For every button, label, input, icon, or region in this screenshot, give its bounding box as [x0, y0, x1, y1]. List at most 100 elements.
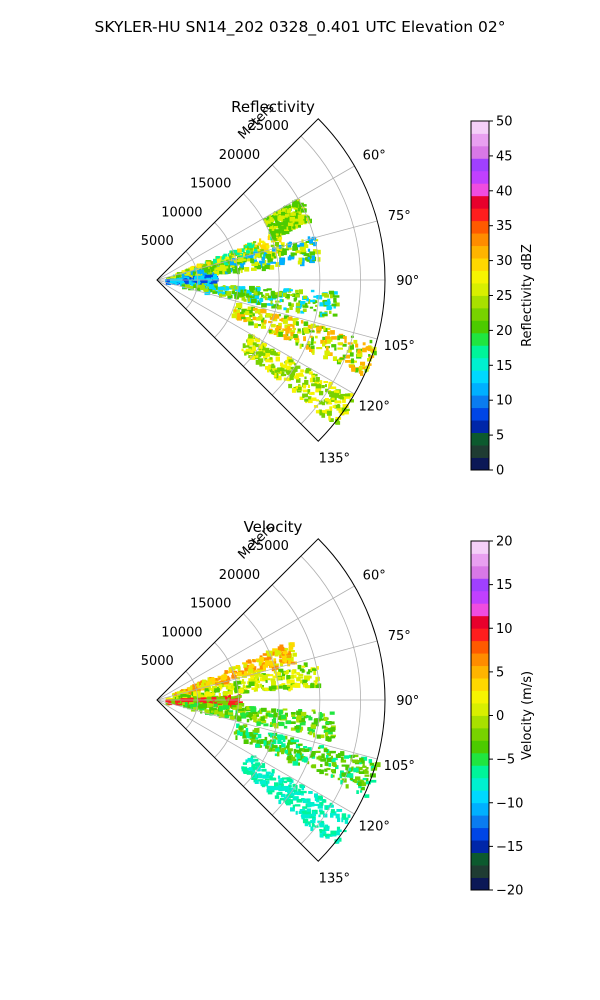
echo-gate — [292, 669, 297, 674]
echo-gate — [240, 733, 244, 736]
echo-gate — [313, 680, 318, 683]
echo-gate — [250, 258, 255, 264]
echo-gate — [323, 725, 327, 729]
echo-gate — [252, 714, 258, 720]
echo-gate — [320, 758, 327, 762]
echo-gate — [204, 709, 208, 714]
echo-gate — [279, 257, 286, 263]
echo-gate — [330, 830, 337, 835]
echo-gate — [327, 402, 333, 405]
echo-gate — [262, 653, 267, 656]
echo-gate — [249, 706, 255, 709]
echo-gate — [220, 678, 225, 681]
echo-gate — [285, 359, 289, 364]
echo-gate — [225, 286, 230, 291]
echo-gate — [273, 256, 276, 259]
echo-gate — [281, 229, 286, 232]
echo-gate — [302, 679, 308, 682]
echo-gate — [211, 685, 218, 689]
echo-gate — [292, 388, 297, 393]
echo-gate — [328, 391, 334, 395]
echo-gate — [265, 713, 268, 717]
echo-gate — [178, 274, 181, 278]
echo-gate — [278, 223, 282, 229]
echo-gate — [316, 797, 320, 803]
echo-gate — [203, 685, 208, 690]
echo-gate — [212, 291, 218, 294]
echo-gate — [256, 739, 260, 745]
echo-gate — [295, 744, 301, 749]
echo-gate — [261, 266, 266, 272]
echo-gate — [214, 711, 219, 715]
echo-gate — [326, 754, 329, 759]
echo-gate — [266, 288, 272, 291]
colorbar-segment — [471, 270, 489, 284]
echo-gate — [294, 224, 298, 229]
echo-gate — [294, 363, 297, 366]
echo-gate — [341, 764, 348, 767]
echo-gate — [251, 259, 257, 264]
echo-gate — [313, 242, 317, 247]
echo-gate — [288, 336, 293, 340]
echo-gate — [235, 735, 238, 740]
echo-gate — [245, 759, 249, 762]
echo-gate — [301, 665, 306, 668]
echo-gate — [271, 748, 278, 752]
echo-gate — [246, 771, 253, 775]
echo-gate — [309, 306, 314, 309]
echo-gate — [266, 789, 269, 793]
echo-gate — [275, 356, 280, 362]
colorbar-tick-label: 5 — [496, 429, 504, 444]
echo-gate — [192, 707, 199, 711]
echo-gate — [345, 354, 350, 359]
echo-gate — [276, 375, 282, 381]
echo-gate — [356, 352, 363, 357]
azimuth-tick-label: 120° — [359, 819, 390, 834]
colorbar-segment — [471, 565, 489, 579]
echo-gate — [296, 720, 302, 723]
echo-gate — [259, 240, 265, 243]
azimuth-tick-label: 75° — [388, 629, 411, 644]
echo-gate — [286, 336, 290, 341]
echo-gate — [206, 284, 212, 287]
echo-gate — [277, 216, 281, 221]
echo-gate — [209, 678, 216, 681]
echo-gate — [281, 334, 288, 338]
echo-gate — [327, 331, 330, 336]
echo-gate — [257, 668, 262, 671]
echo-gate — [247, 298, 253, 304]
echo-gate — [288, 338, 292, 341]
echo-gate — [253, 680, 257, 686]
figure-suptitle: SKYLER-HU SN14_202 0328_0.401 UTC Elevat… — [95, 18, 506, 37]
echo-gate — [322, 336, 328, 340]
echo-gate — [287, 799, 294, 805]
echo-gate — [252, 659, 256, 663]
echo-gate — [252, 672, 259, 677]
echo-gate — [271, 228, 276, 232]
echo-gate — [228, 699, 235, 704]
echo-gate — [241, 348, 244, 352]
echo-gate — [274, 328, 279, 333]
echo-gate — [217, 286, 224, 291]
echo-gate — [315, 750, 321, 753]
echo-gate — [339, 407, 344, 412]
echo-gate — [291, 674, 294, 679]
echo-gate — [337, 404, 340, 407]
echo-gate — [301, 814, 305, 819]
echo-gate — [203, 700, 208, 705]
echo-gate — [274, 782, 279, 787]
colorbar-segment — [471, 840, 489, 853]
echo-gate — [345, 766, 350, 771]
echo-gate — [252, 313, 255, 317]
echo-gate — [255, 767, 259, 770]
echo-gate — [367, 358, 372, 362]
echo-gate — [253, 688, 256, 692]
echo-gate — [362, 770, 369, 774]
echo-gate — [317, 718, 324, 721]
echo-gate — [268, 215, 271, 220]
echo-gate — [346, 349, 352, 353]
echo-gate — [329, 310, 332, 314]
echo-gate — [262, 664, 268, 668]
echo-gate — [265, 263, 271, 266]
echo-gate — [343, 336, 347, 339]
